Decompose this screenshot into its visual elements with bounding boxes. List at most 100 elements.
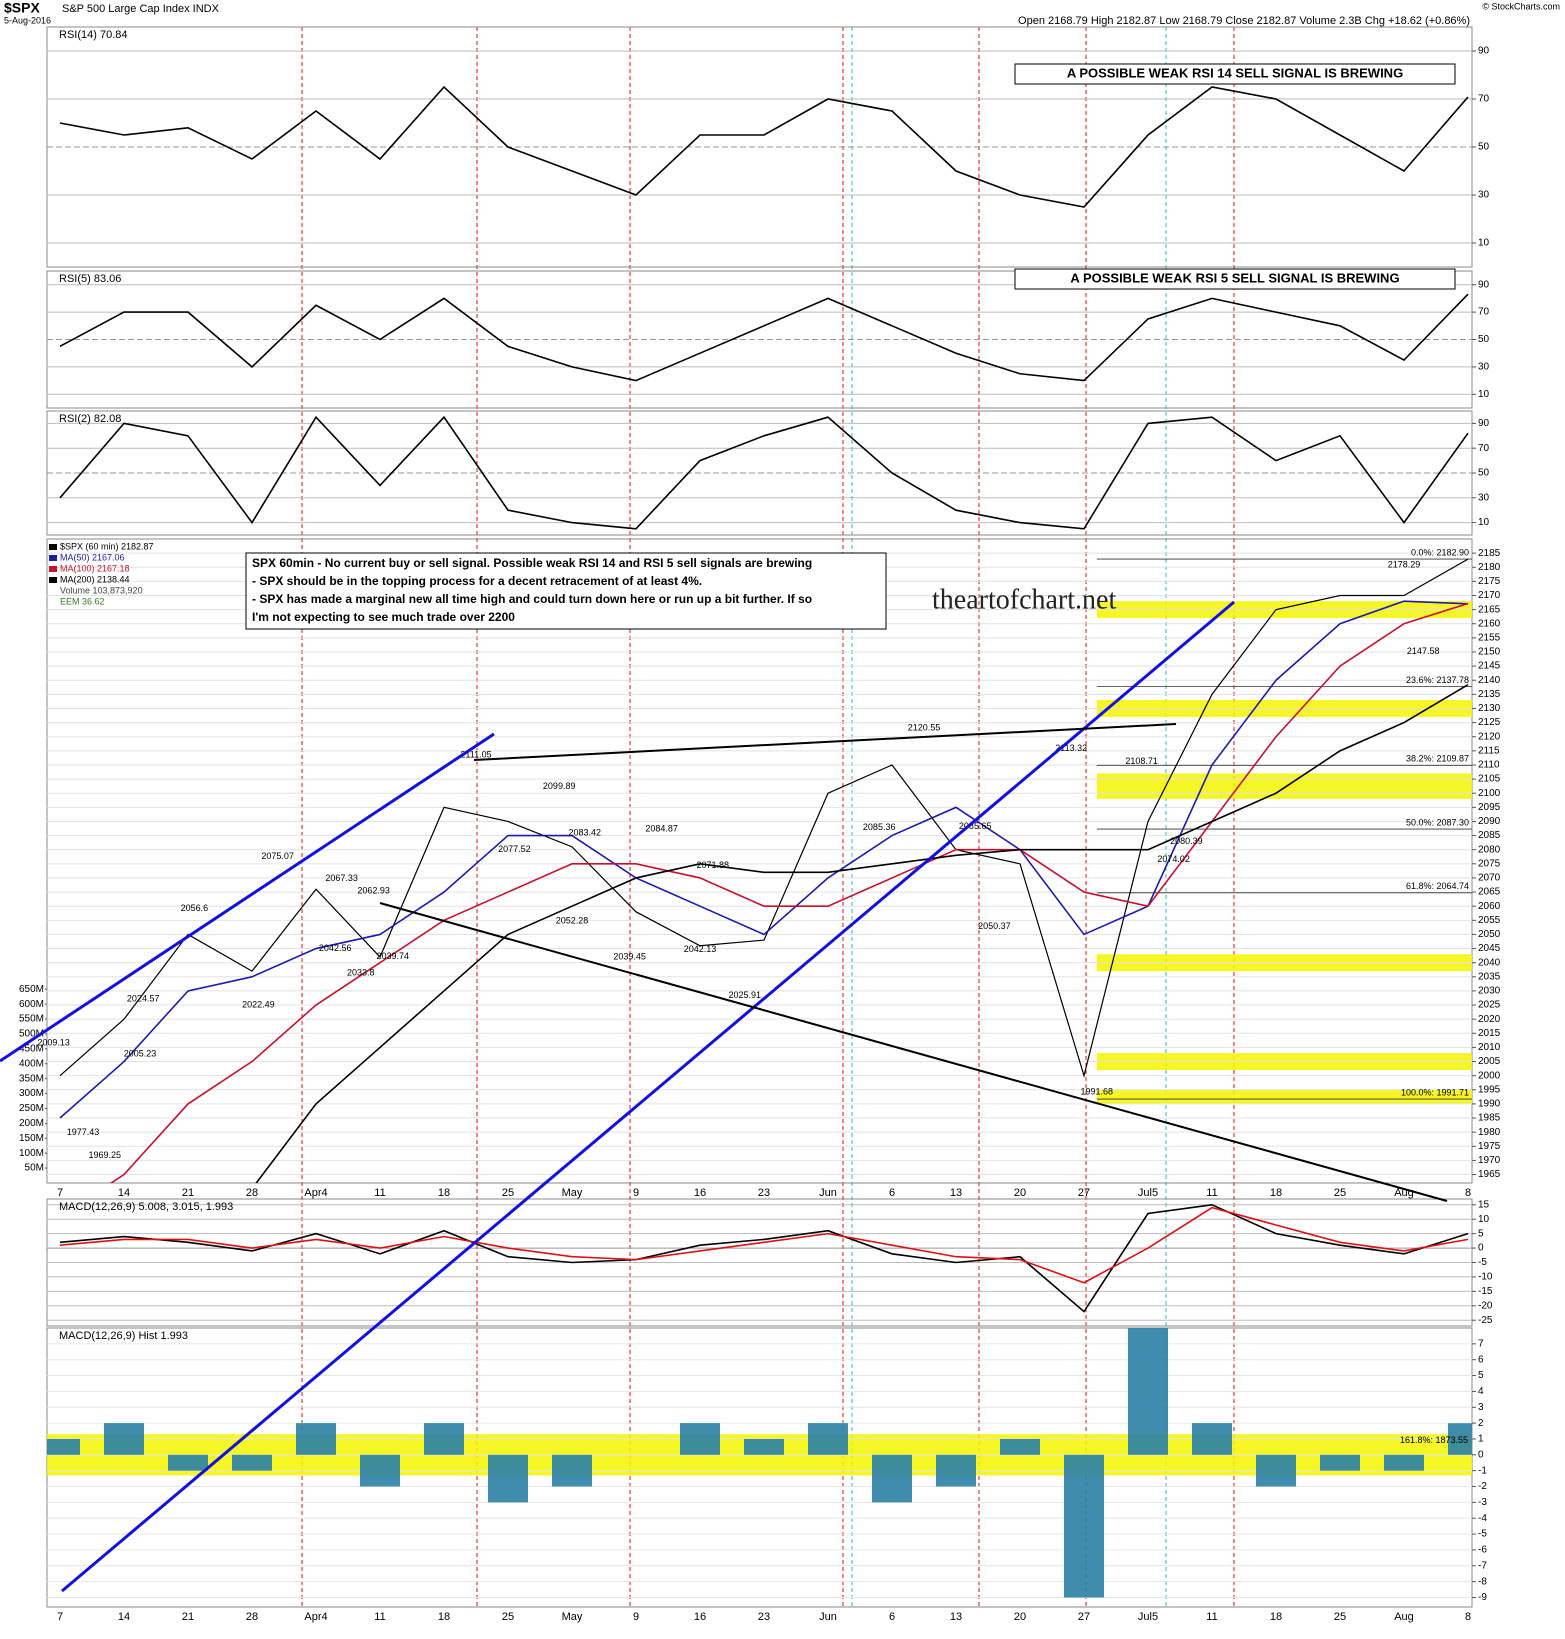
- y-tick-label: -3: [1478, 1497, 1487, 1508]
- x-tick-label: Jul5: [1138, 1611, 1158, 1623]
- x-tick-label: 11: [1206, 1611, 1217, 1623]
- price-label: 2075.07: [261, 851, 294, 861]
- highlight-band: [1096, 773, 1472, 799]
- note-line: - SPX should be in the topping process f…: [252, 574, 702, 588]
- legend-entry: Volume 103,873,920: [60, 585, 143, 595]
- bar: [488, 1454, 528, 1503]
- y-tick-label: 2150: [1478, 647, 1501, 658]
- legend-entry: MA(50) 2167.06: [60, 552, 125, 562]
- note-line: - SPX has made a marginal new all time h…: [252, 592, 812, 606]
- panel-frame: [46, 538, 1473, 1184]
- panel: [47, 552, 1472, 1183]
- x-tick-label: 9: [633, 1187, 639, 1199]
- y-tick-label: 2015: [1478, 1028, 1501, 1039]
- y-tick-label: 2145: [1478, 661, 1501, 672]
- y-tick-label: 2050: [1478, 929, 1501, 940]
- bar: [47, 1438, 80, 1455]
- y-tick-label: 2010: [1478, 1042, 1501, 1053]
- y-tick-label: 2170: [1478, 590, 1501, 601]
- y-tick-label: 15: [1478, 1199, 1490, 1210]
- y-tick-label: 2105: [1478, 774, 1501, 785]
- y-tick-label: 2030: [1478, 986, 1501, 997]
- y-tick-label: 70: [1478, 94, 1490, 105]
- y-tick-label: -6: [1478, 1545, 1487, 1556]
- x-tick-label: 27: [1078, 1611, 1090, 1623]
- y-tick-label: 10: [1478, 517, 1490, 528]
- price-label: 2083.42: [569, 827, 602, 837]
- y-tick-label: 30: [1478, 492, 1490, 503]
- panel-title: RSI(14) 70.84: [59, 29, 127, 41]
- series-line: [59, 1206, 1469, 1284]
- x-tick-label: Apr4: [304, 1187, 327, 1199]
- y-tick-label: -9: [1478, 1592, 1487, 1603]
- date: 5-Aug-2016: [4, 15, 51, 25]
- x-tick-label: 16: [694, 1611, 706, 1623]
- price-label: 2042.56: [319, 943, 352, 953]
- y-tick-label: 2020: [1478, 1014, 1501, 1025]
- x-tick-label: Jul5: [1138, 1187, 1158, 1199]
- x-tick-label: 11: [1206, 1187, 1217, 1199]
- y-tick-label: 1970: [1478, 1155, 1501, 1166]
- price-label: 2080.39: [1170, 836, 1203, 846]
- trend-line: [379, 902, 1448, 1202]
- y-tick-label: 2080: [1478, 844, 1501, 855]
- series-line: [59, 415, 1469, 530]
- y2-tick-label: 250M: [19, 1103, 44, 1114]
- y2-tick-label: 500M: [19, 1029, 44, 1040]
- x-tick-label: Jun: [819, 1611, 837, 1623]
- x-tick-label: 13: [950, 1611, 962, 1623]
- y2-tick-label: 100M: [19, 1148, 44, 1159]
- annotation: A POSSIBLE WEAK RSI 5 SELL SIGNAL IS BRE…: [1070, 270, 1399, 285]
- x-tick-label: 7: [57, 1187, 63, 1199]
- y2-tick-label: 650M: [19, 984, 44, 995]
- price-label: 2067.33: [325, 873, 358, 883]
- price-label: 1991.68: [1081, 1087, 1114, 1097]
- panel: [47, 415, 1472, 530]
- price-label: 2085.65: [959, 821, 992, 831]
- panel: [47, 1328, 1472, 1598]
- price-label: 2039.45: [613, 952, 646, 962]
- price-label: 2120.55: [908, 723, 941, 733]
- y-tick-label: 2120: [1478, 731, 1501, 742]
- trend-line: [61, 600, 1235, 1593]
- credit: © StockCharts.com: [1482, 1, 1560, 11]
- y-tick-label: 90: [1478, 46, 1490, 57]
- note-box: [245, 552, 887, 630]
- x-tick-label: 11: [374, 1187, 385, 1199]
- price-label: 2147.58: [1407, 646, 1440, 656]
- y-tick-label: 2: [1478, 1418, 1484, 1429]
- y-tick-label: -2: [1478, 1481, 1487, 1492]
- legend-swatch: [49, 577, 57, 583]
- x-tick-label: 8: [1465, 1187, 1471, 1199]
- bar: [1000, 1438, 1040, 1455]
- bar: [424, 1423, 464, 1455]
- price-label: 2108.71: [1125, 756, 1158, 766]
- x-tick-label: 18: [438, 1611, 450, 1623]
- y2-tick-label: 200M: [19, 1118, 44, 1129]
- y-tick-label: 2175: [1478, 576, 1501, 587]
- series-line: [59, 85, 1469, 208]
- y-tick-label: -10: [1478, 1272, 1493, 1283]
- symbol: $SPX: [4, 0, 40, 16]
- price-label: 2050.37: [978, 921, 1011, 931]
- price-label: 2024.57: [127, 994, 160, 1004]
- price-label: 2084.87: [645, 823, 678, 833]
- y2-tick-label: 150M: [19, 1133, 44, 1144]
- panel-title: RSI(2) 82.08: [59, 413, 121, 425]
- price-label: 2071.88: [697, 860, 730, 870]
- x-tick-label: 28: [246, 1187, 258, 1199]
- y-tick-label: -5: [1478, 1257, 1487, 1268]
- price-label: 2022.49: [242, 1000, 275, 1010]
- legend-swatch: [49, 555, 57, 561]
- y-tick-label: 2040: [1478, 957, 1501, 968]
- fib-label: 0.0%: 2182.90: [1411, 547, 1469, 557]
- y-tick-label: 2055: [1478, 915, 1501, 926]
- y-tick-label: -8: [1478, 1576, 1487, 1587]
- symbol-name: S&P 500 Large Cap Index INDX: [62, 3, 220, 15]
- bar: [360, 1454, 400, 1487]
- x-tick-label: 18: [438, 1187, 450, 1199]
- y-tick-label: 2005: [1478, 1056, 1501, 1067]
- x-tick-label: 18: [1270, 1611, 1282, 1623]
- y2-tick-label: 550M: [19, 1014, 44, 1025]
- x-tick-label: 25: [1334, 1187, 1346, 1199]
